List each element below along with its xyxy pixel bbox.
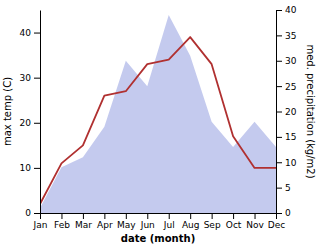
y2-axis-title: med. precipitation (kg/m2) bbox=[305, 44, 316, 178]
marks bbox=[40, 15, 276, 213]
tick-mark bbox=[276, 10, 282, 11]
tick-label: 0 bbox=[25, 208, 31, 218]
tick-label: Feb bbox=[54, 220, 70, 230]
tick-mark bbox=[34, 213, 40, 214]
tick-label: Oct bbox=[226, 220, 242, 230]
tick-label: 10 bbox=[285, 158, 297, 168]
axis-line bbox=[40, 11, 41, 214]
tick: 0 bbox=[276, 208, 291, 218]
chart: JanFebMarAprMayJunJulAugSepOctNovDec0102… bbox=[0, 0, 318, 247]
tick-mark bbox=[255, 213, 256, 219]
tick-mark bbox=[276, 162, 282, 163]
tick-label: 10 bbox=[20, 163, 32, 173]
tick-mark bbox=[276, 61, 282, 62]
tick-label: Jan bbox=[33, 220, 48, 230]
tick: Dec bbox=[268, 213, 285, 230]
tick-label: Aug bbox=[182, 220, 200, 230]
tick: 5 bbox=[276, 183, 291, 193]
tick-mark bbox=[276, 137, 282, 138]
tick-mark bbox=[147, 213, 148, 219]
tick: Apr bbox=[97, 213, 113, 230]
tick: Mar bbox=[75, 213, 92, 230]
tick-label: Jul bbox=[163, 220, 175, 230]
tick: 30 bbox=[276, 56, 297, 66]
tick-label: 20 bbox=[285, 107, 297, 117]
tick: Jul bbox=[163, 213, 175, 230]
tick-mark bbox=[34, 168, 40, 169]
axis-line bbox=[41, 213, 277, 214]
tick-mark bbox=[61, 213, 62, 219]
tick-label: 35 bbox=[285, 31, 296, 41]
x-axis-title: date (month) bbox=[121, 233, 195, 244]
tick: 10 bbox=[276, 158, 297, 168]
tick-mark bbox=[40, 213, 41, 219]
tick-mark bbox=[276, 112, 282, 113]
tick: 0 bbox=[25, 208, 40, 218]
tick: 10 bbox=[20, 163, 40, 173]
y-axis-title: max temp (C) bbox=[2, 77, 13, 146]
tick: 15 bbox=[276, 132, 296, 142]
tick-label: 30 bbox=[285, 56, 297, 66]
tick: 25 bbox=[276, 82, 296, 92]
tick-label: 40 bbox=[285, 5, 297, 15]
tick-label: Apr bbox=[97, 220, 113, 230]
tick-mark bbox=[276, 86, 282, 87]
tick-mark bbox=[34, 123, 40, 124]
tick-mark bbox=[276, 188, 282, 189]
tick-mark bbox=[34, 33, 40, 34]
tick-label: 40 bbox=[20, 28, 32, 38]
tick: 30 bbox=[20, 73, 40, 83]
tick: Aug bbox=[182, 213, 200, 230]
tick: 35 bbox=[276, 31, 296, 41]
tick: 40 bbox=[276, 5, 297, 15]
x-axis: Jan Feb Mar Apr May Jun Jul Aug Sep Oct Nov Dec bbox=[33, 213, 286, 230]
tick: Jan bbox=[33, 213, 48, 230]
tick-label: 20 bbox=[20, 118, 32, 128]
tick: Sep bbox=[204, 213, 221, 230]
tick: 20 bbox=[20, 118, 40, 128]
tick-label: Nov bbox=[246, 220, 264, 230]
tick-mark bbox=[212, 213, 213, 219]
plot: JanFebMarAprMayJunJulAugSepOctNovDec0102… bbox=[20, 5, 297, 230]
tick: Oct bbox=[226, 213, 242, 230]
tick: 40 bbox=[20, 28, 40, 38]
tick-label: 25 bbox=[285, 82, 296, 92]
tick-label: 5 bbox=[285, 183, 291, 193]
tick-mark bbox=[190, 213, 191, 219]
tick-mark bbox=[169, 213, 170, 219]
tick-label: Mar bbox=[75, 220, 92, 230]
tick-mark bbox=[126, 213, 127, 219]
tick-label: Sep bbox=[204, 220, 221, 230]
tick-mark bbox=[83, 213, 84, 219]
tick-label: 30 bbox=[20, 73, 32, 83]
tick-label: May bbox=[117, 220, 136, 230]
tick-label: Jun bbox=[140, 220, 155, 230]
y2-axis: 0 5 10 15 20 25 30 35 40 bbox=[276, 5, 297, 218]
tick-label: Dec bbox=[268, 220, 285, 230]
y-axis: 0 10 20 30 40 bbox=[20, 11, 41, 219]
tick: Nov bbox=[246, 213, 264, 230]
tick-mark bbox=[276, 35, 282, 36]
tick-mark bbox=[34, 78, 40, 79]
tick: May bbox=[117, 213, 136, 230]
tick: Jun bbox=[140, 213, 155, 230]
tick-label: 0 bbox=[285, 208, 291, 218]
tick-mark bbox=[276, 213, 282, 214]
tick: 20 bbox=[276, 107, 297, 117]
tick-mark bbox=[104, 213, 105, 219]
tick: Feb bbox=[54, 213, 70, 230]
tick-label: 15 bbox=[285, 132, 296, 142]
area bbox=[40, 15, 276, 213]
line bbox=[40, 37, 276, 204]
tick-mark bbox=[233, 213, 234, 219]
